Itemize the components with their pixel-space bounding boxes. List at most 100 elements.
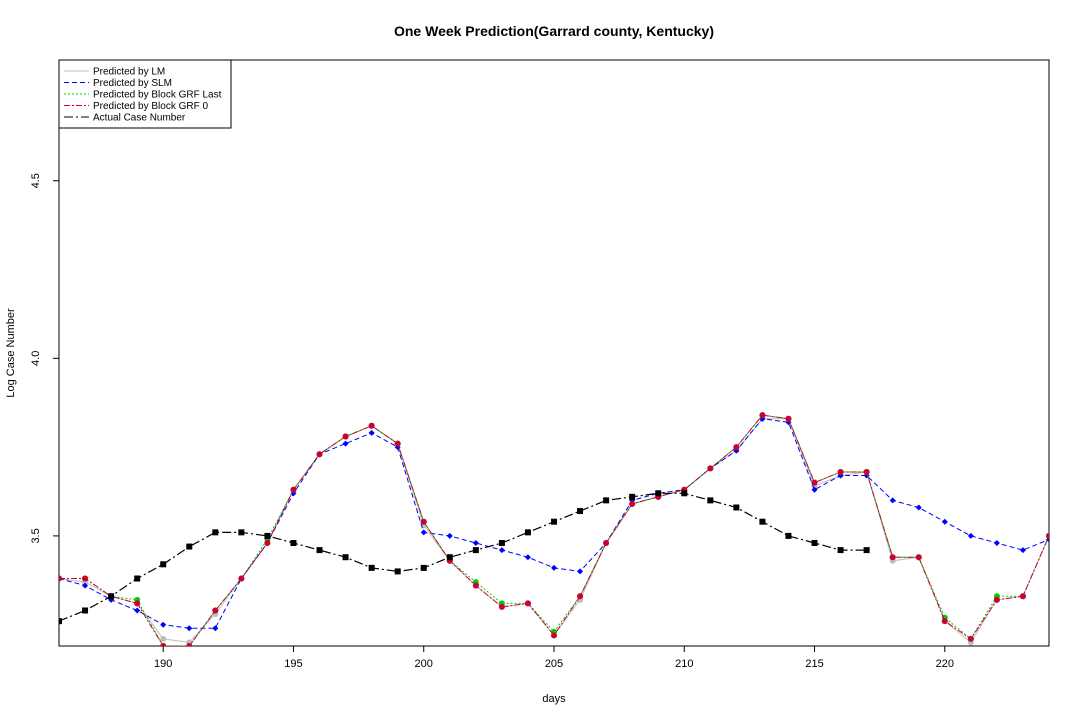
data-point (472, 540, 479, 547)
data-point (160, 621, 167, 628)
data-point (186, 643, 193, 646)
data-point (82, 607, 89, 614)
data-point (316, 451, 323, 458)
data-point (915, 554, 922, 561)
data-point (342, 433, 349, 440)
data-point (863, 468, 870, 475)
data-point (577, 508, 584, 515)
data-point (707, 497, 714, 504)
data-point (551, 564, 557, 571)
data-point (134, 607, 141, 614)
data-point (212, 625, 219, 632)
data-point (368, 422, 375, 429)
data-point (551, 632, 557, 639)
data-point (59, 575, 62, 582)
data-point (967, 635, 974, 642)
data-point (967, 532, 974, 539)
legend-entry-label: Predicted by Block GRF Last (93, 90, 222, 101)
data-point (134, 600, 141, 607)
data-point (82, 582, 89, 589)
plot-frame (58, 59, 1050, 647)
data-point (108, 593, 115, 600)
data-point (577, 568, 584, 575)
legend-entry-label: Predicted by LM (93, 67, 165, 78)
data-point (316, 547, 323, 554)
data-point (941, 518, 948, 525)
series-4 (59, 490, 870, 625)
y-tick-label: 3.5 (30, 528, 42, 543)
data-point (785, 532, 792, 539)
data-point (941, 618, 948, 625)
data-point (420, 518, 427, 525)
data-point (368, 429, 375, 436)
y-tick-label: 4.0 (30, 351, 42, 366)
data-point (420, 564, 427, 571)
data-point (603, 540, 610, 547)
data-point (785, 415, 792, 422)
data-point (759, 518, 766, 525)
data-point (733, 444, 740, 451)
x-axis-label: days (542, 693, 566, 705)
data-point (681, 490, 688, 497)
legend-entry-label: Predicted by Block GRF 0 (93, 101, 208, 112)
data-point (1046, 532, 1049, 539)
data-point (733, 504, 740, 511)
chart-title: One Week Prediction(Garrard county, Kent… (394, 23, 714, 39)
data-point (551, 518, 557, 525)
data-point (524, 554, 531, 561)
data-point (264, 540, 271, 547)
series-line (59, 414, 1049, 646)
data-point (629, 493, 636, 500)
data-point (759, 412, 766, 419)
data-point (212, 529, 219, 536)
y-axis: 3.5 4.0 4.5 (30, 173, 59, 544)
data-point (160, 635, 167, 642)
data-point (524, 600, 531, 607)
y-axis-label: Log Case Number (5, 308, 17, 398)
data-point (446, 554, 453, 561)
data-point (498, 603, 505, 610)
data-point (394, 440, 401, 447)
x-axis: 190 195 200 205 210 215 220 (154, 646, 954, 670)
data-point (134, 575, 141, 582)
y-tick-label: 4.5 (30, 173, 42, 188)
data-point (160, 643, 167, 646)
data-point (472, 582, 479, 589)
series-line (59, 414, 1049, 646)
data-point (811, 486, 818, 493)
data-point (993, 596, 1000, 603)
data-point (993, 540, 1000, 547)
data-point (82, 575, 89, 582)
series-line (59, 418, 1049, 644)
data-point (238, 575, 245, 582)
data-point (264, 532, 271, 539)
data-point (915, 504, 922, 511)
data-point (1019, 593, 1026, 600)
data-point (290, 540, 297, 547)
series-2 (59, 412, 1049, 646)
series-layer (59, 412, 1049, 646)
data-point (889, 497, 896, 504)
data-point (889, 554, 896, 561)
data-point (342, 440, 349, 447)
x-tick-label: 190 (154, 658, 172, 670)
x-tick-label: 200 (415, 658, 433, 670)
data-point (577, 593, 584, 600)
data-point (290, 486, 297, 493)
data-point (811, 540, 818, 547)
data-point (863, 547, 870, 554)
data-point (603, 497, 610, 504)
x-tick-label: 210 (675, 658, 693, 670)
data-point (394, 568, 401, 575)
series-line (59, 492, 867, 622)
data-point (629, 500, 636, 507)
data-point (186, 625, 193, 632)
data-point (524, 529, 531, 536)
legend-entry-label: Predicted by SLM (93, 78, 172, 89)
data-point (59, 618, 62, 625)
data-point (342, 554, 349, 561)
x-tick-label: 205 (545, 658, 563, 670)
x-tick-label: 195 (284, 658, 302, 670)
data-point (212, 607, 219, 614)
